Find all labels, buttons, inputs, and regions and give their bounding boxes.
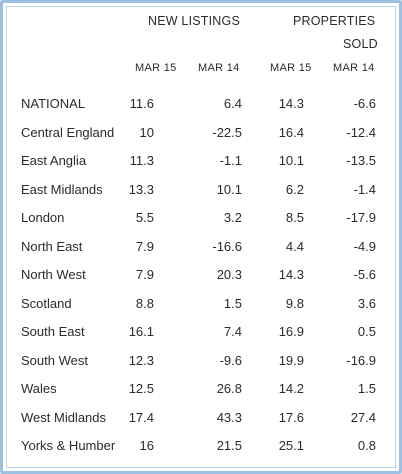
subheader-new-mar15: MAR 15 (135, 62, 177, 74)
region-name: South West (21, 353, 88, 368)
cell-sold-mar14: -16.9 (346, 353, 376, 368)
cell-sold-mar15: 16.4 (278, 125, 304, 140)
cell-new-listings-mar14: -1.1 (219, 153, 242, 168)
cell-new-listings-mar14: 3.2 (223, 210, 242, 225)
cell-sold-mar15: 8.5 (285, 210, 304, 225)
cell-new-listings-mar14: 10.1 (216, 182, 242, 197)
cell-sold-mar14: 1.5 (357, 381, 376, 396)
region-name: Yorks & Humber (21, 438, 116, 453)
cell-sold-mar14: -6.6 (353, 96, 376, 111)
cell-new-listings-mar15: 16.1 (128, 324, 154, 339)
cell-sold-mar14: -13.5 (346, 153, 376, 168)
cell-new-listings-mar15: 5.5 (135, 210, 154, 225)
region-name: NATIONAL (21, 96, 86, 111)
cell-new-listings-mar15: 12.5 (128, 381, 154, 396)
cell-sold-mar14: -1.4 (353, 182, 376, 197)
cell-sold-mar15: 6.2 (285, 182, 304, 197)
cell-new-listings-mar14: 43.3 (216, 410, 242, 425)
cell-sold-mar14: -5.6 (353, 267, 376, 282)
region-name: East Midlands (21, 182, 103, 197)
cell-new-listings-mar15: 11.6 (129, 96, 154, 111)
region-name: Central England (21, 125, 115, 140)
cell-new-listings-mar15: 13.3 (128, 182, 154, 197)
cell-new-listings-mar14: -9.6 (219, 353, 242, 368)
cell-sold-mar15: 14.3 (278, 96, 304, 111)
cell-new-listings-mar14: 1.5 (223, 296, 242, 311)
cell-new-listings-mar15: 8.8 (135, 296, 154, 311)
cell-new-listings-mar14: 26.8 (216, 381, 242, 396)
cell-new-listings-mar15: 12.3 (128, 353, 154, 368)
cell-new-listings-mar15: 7.9 (135, 267, 154, 282)
table-panel (6, 6, 396, 468)
cell-new-listings-mar14: -22.5 (212, 125, 242, 140)
subheader-sold-mar14: MAR 14 (333, 62, 375, 74)
region-name: South East (21, 324, 85, 339)
cell-sold-mar15: 14.2 (278, 381, 304, 396)
cell-sold-mar15: 4.4 (285, 239, 304, 254)
cell-sold-mar14: -12.4 (346, 125, 376, 140)
subheader-new-mar14: MAR 14 (198, 62, 240, 74)
cell-sold-mar14: -17.9 (346, 210, 376, 225)
subheader-sold-mar15: MAR 15 (270, 62, 312, 74)
cell-sold-mar14: 27.4 (350, 410, 376, 425)
region-name: East Anglia (21, 153, 87, 168)
properties-sold-header: PROPERTIES (293, 14, 376, 28)
cell-new-listings-mar14: 7.4 (223, 324, 242, 339)
cell-new-listings-mar15: 11.3 (129, 153, 154, 168)
region-name: North East (21, 239, 83, 254)
cell-sold-mar15: 14.3 (278, 267, 304, 282)
cell-sold-mar15: 19.9 (278, 353, 304, 368)
cell-sold-mar14: -4.9 (353, 239, 376, 254)
region-name: London (21, 210, 65, 225)
cell-sold-mar15: 9.8 (285, 296, 304, 311)
cell-new-listings-mar14: -16.6 (212, 239, 242, 254)
region-name: North West (21, 267, 86, 282)
cell-sold-mar14: 0.8 (357, 438, 376, 453)
cell-new-listings-mar14: 20.3 (216, 267, 242, 282)
cell-new-listings-mar15: 16 (139, 438, 154, 453)
region-name: Wales (21, 381, 57, 396)
cell-sold-mar14: 0.5 (357, 324, 376, 339)
properties-sold-header-line2: SOLD (343, 37, 378, 51)
cell-sold-mar15: 16.9 (278, 324, 304, 339)
cell-sold-mar15: 10.1 (278, 153, 304, 168)
cell-sold-mar15: 25.1 (278, 438, 304, 453)
new-listings-header: NEW LISTINGS (148, 14, 240, 28)
region-name: West Midlands (21, 410, 107, 425)
region-name: Scotland (21, 296, 72, 311)
cell-new-listings-mar15: 10 (139, 125, 154, 140)
cell-new-listings-mar15: 17.4 (128, 410, 154, 425)
cell-sold-mar14: 3.6 (357, 296, 376, 311)
cell-new-listings-mar14: 6.4 (223, 96, 242, 111)
cell-sold-mar15: 17.6 (278, 410, 304, 425)
cell-new-listings-mar14: 21.5 (216, 438, 242, 453)
cell-new-listings-mar15: 7.9 (135, 239, 154, 254)
